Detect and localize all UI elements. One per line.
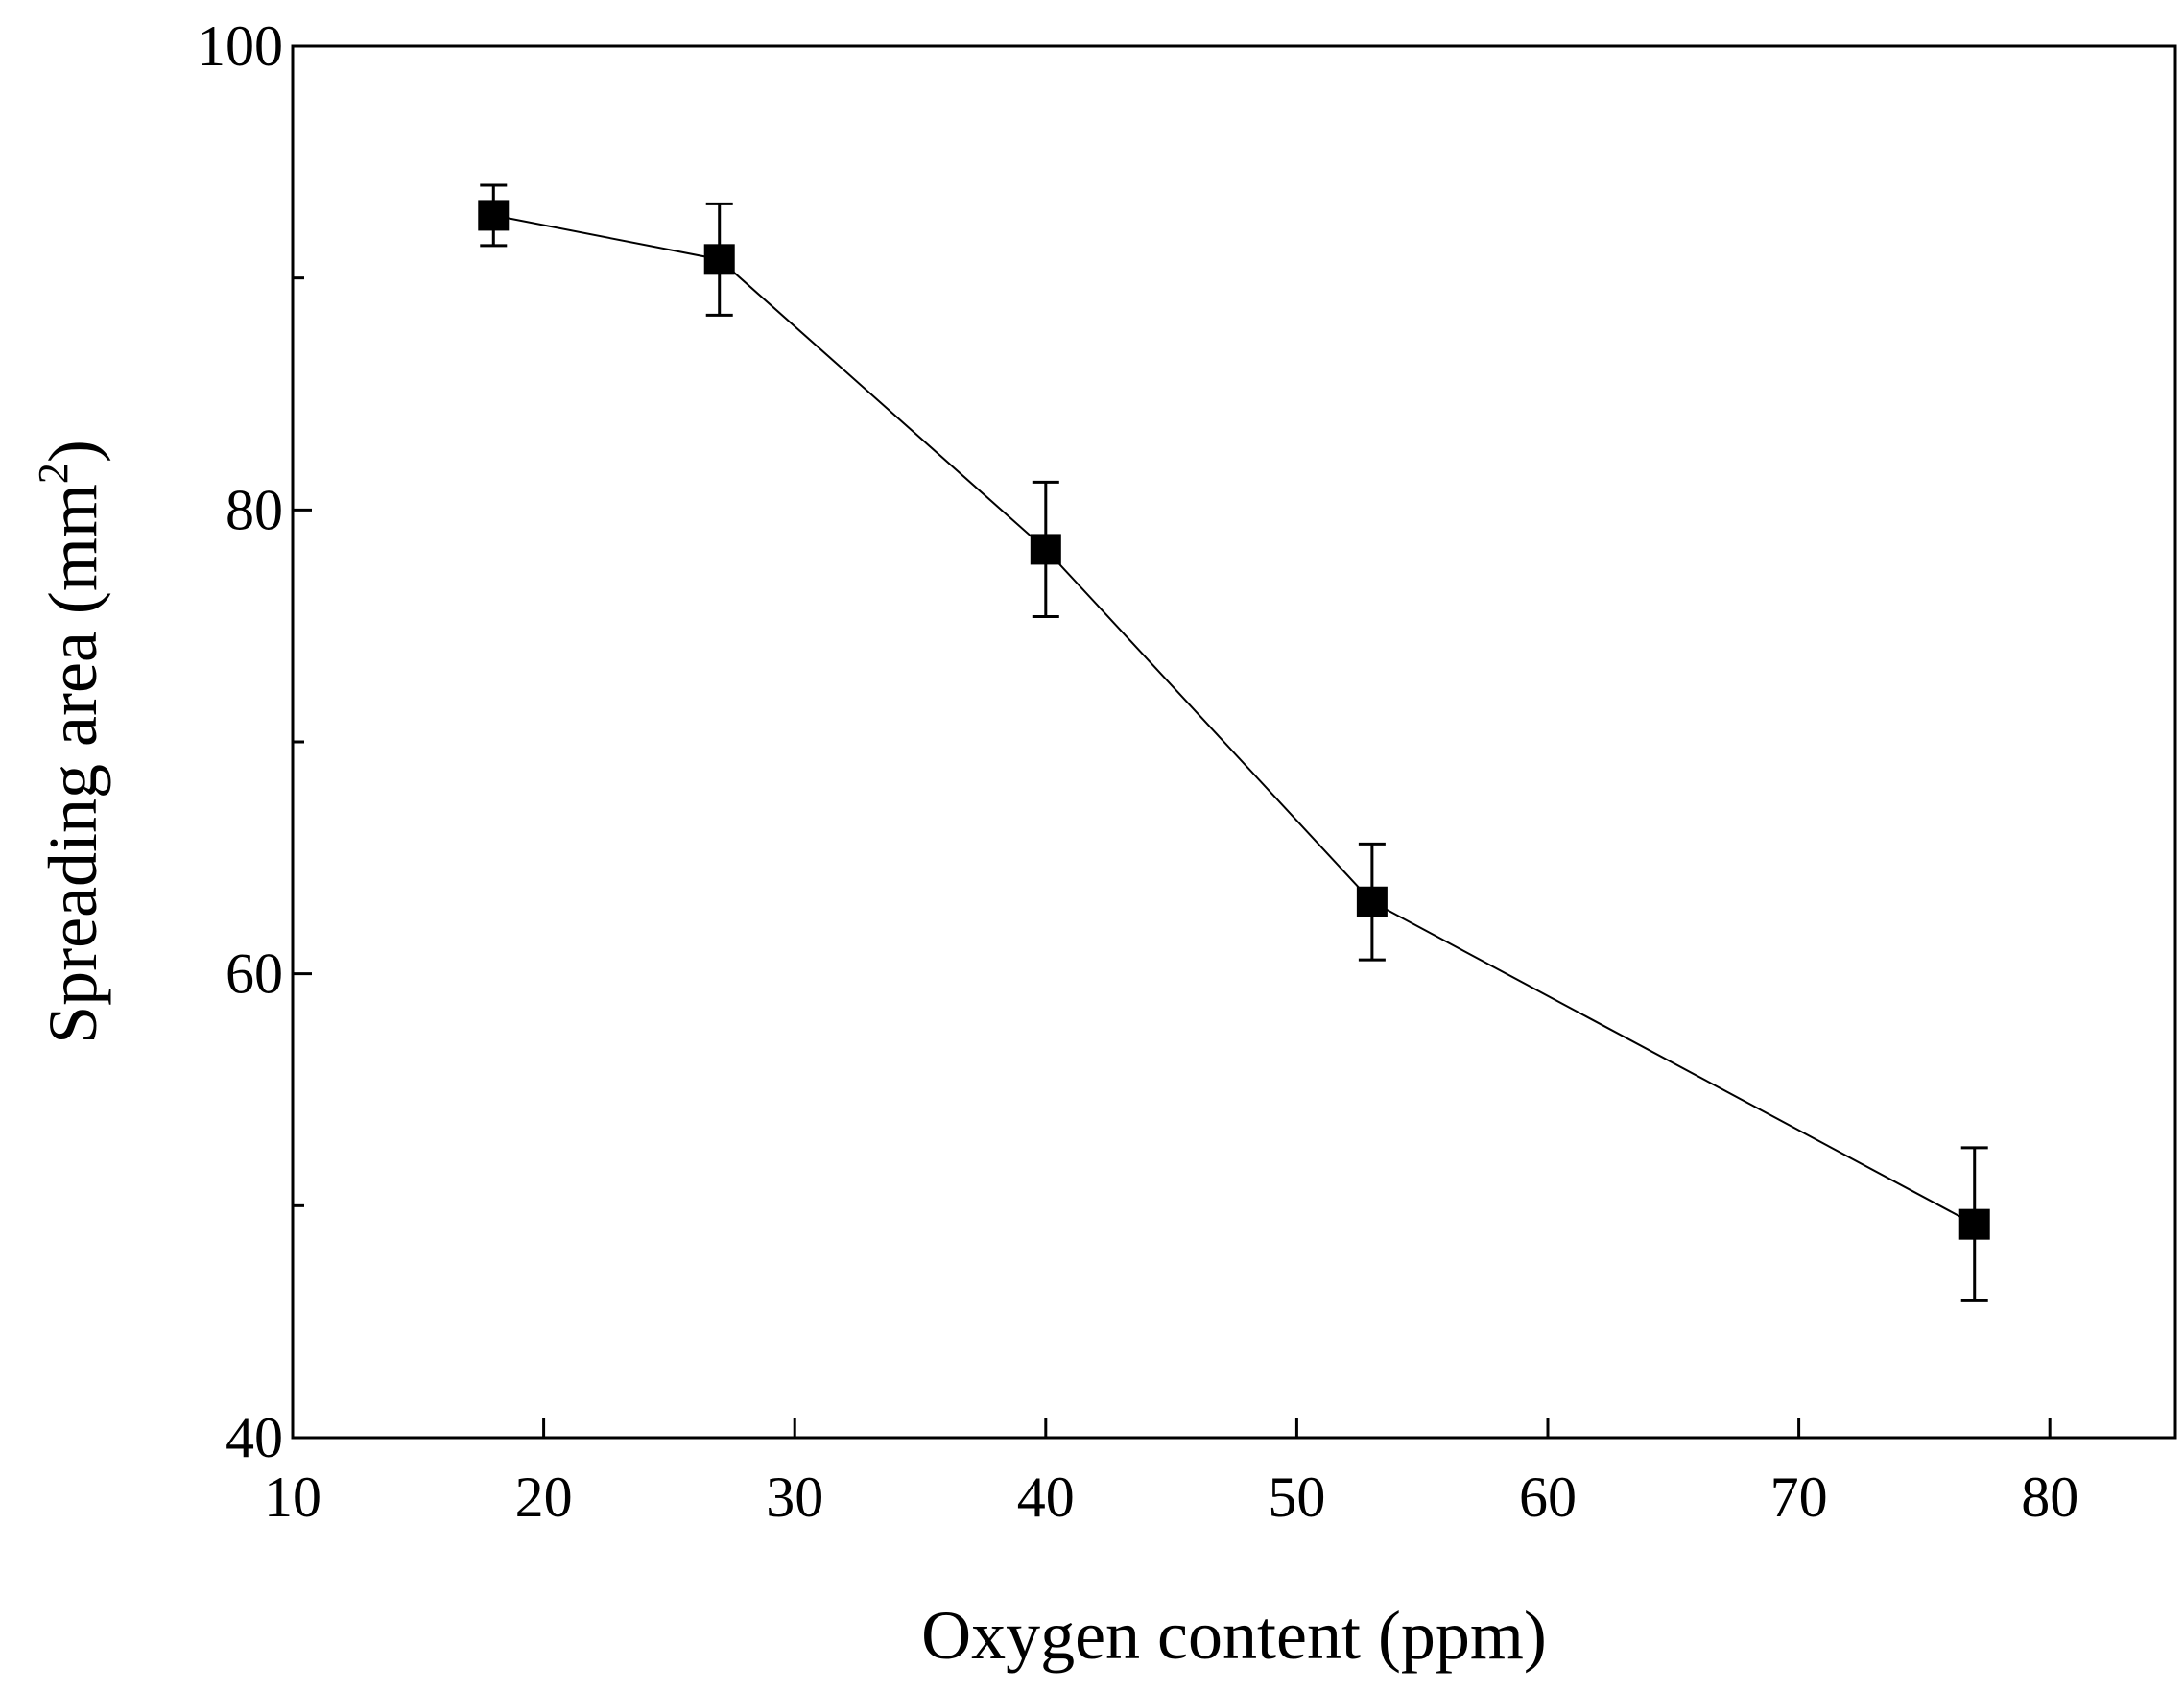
y-tick-label: 60 bbox=[226, 942, 283, 1006]
x-tick-label: 30 bbox=[766, 1466, 823, 1529]
square-marker bbox=[1958, 1208, 1990, 1240]
x-axis-title: Oxygen content (ppm) bbox=[921, 1597, 1547, 1674]
x-tick-label: 40 bbox=[1017, 1466, 1075, 1529]
y-tick-label: 80 bbox=[226, 478, 283, 541]
y-axis-title: Spreading area (mm2) bbox=[30, 440, 111, 1044]
data-point bbox=[478, 183, 510, 248]
square-marker bbox=[1030, 534, 1061, 565]
y-tick-label: 100 bbox=[197, 14, 283, 78]
square-marker bbox=[1356, 886, 1388, 917]
y-axis-title-superscript: 2 bbox=[30, 463, 77, 484]
x-tick-label: 70 bbox=[1770, 1466, 1828, 1529]
data-point bbox=[703, 202, 735, 317]
y-tick-label: 40 bbox=[226, 1406, 283, 1469]
x-tick-label: 50 bbox=[1268, 1466, 1325, 1529]
y-axis-title-main: Spreading area (mm bbox=[35, 484, 111, 1044]
x-tick-label: 20 bbox=[515, 1466, 573, 1529]
square-marker bbox=[478, 200, 510, 231]
series-line bbox=[493, 214, 1976, 1226]
square-marker bbox=[703, 244, 735, 275]
x-tick-label: 60 bbox=[1519, 1466, 1577, 1529]
plot-frame bbox=[291, 44, 2177, 1440]
data-point bbox=[1356, 842, 1388, 962]
y-axis-title-suffix: ) bbox=[35, 440, 111, 463]
x-tick-label: 10 bbox=[264, 1466, 321, 1529]
x-tick-label: 80 bbox=[2021, 1466, 2078, 1529]
data-point bbox=[1030, 480, 1061, 618]
data-point bbox=[1958, 1146, 1990, 1302]
